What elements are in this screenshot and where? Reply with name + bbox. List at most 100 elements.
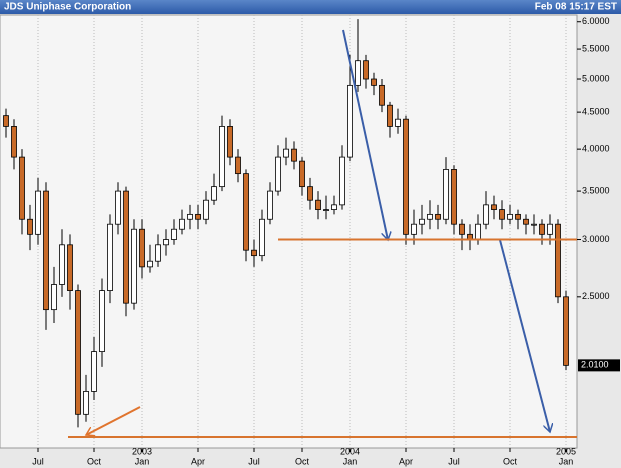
x-year-label: 2004 bbox=[340, 446, 360, 456]
candle-body bbox=[339, 156, 345, 206]
candle-body bbox=[171, 228, 177, 240]
candle-body bbox=[187, 213, 193, 220]
candle-body bbox=[147, 260, 153, 268]
x-tick-label: Jan bbox=[559, 456, 574, 466]
x-tick-label: Jul bbox=[32, 456, 44, 466]
x-tick-label: Oct bbox=[87, 456, 102, 466]
candle-body bbox=[123, 190, 129, 304]
candle-body bbox=[299, 160, 305, 188]
arrow bbox=[499, 239, 550, 432]
candle-body bbox=[51, 284, 57, 311]
x-tick-label: Jan bbox=[343, 456, 358, 466]
header-timestamp: Feb 08 15:17 EST bbox=[535, 2, 617, 13]
candle-body bbox=[275, 156, 281, 192]
arrow bbox=[342, 29, 388, 240]
candle-body bbox=[19, 156, 25, 220]
candle-body bbox=[491, 204, 497, 210]
candle-body bbox=[43, 190, 49, 311]
y-tick-label: 4.0000 bbox=[582, 144, 610, 154]
candle-body bbox=[107, 223, 113, 291]
y-tick-label: 5.0000 bbox=[582, 73, 610, 83]
candle-body bbox=[531, 223, 537, 226]
price-tag-label: 2.0100 bbox=[581, 360, 609, 370]
candle-body bbox=[251, 249, 257, 257]
candle-body bbox=[35, 190, 41, 235]
candle-body bbox=[27, 218, 33, 235]
candle-body bbox=[195, 213, 201, 220]
x-tick-label: Oct bbox=[503, 456, 518, 466]
header-bar bbox=[0, 0, 621, 14]
candle-body bbox=[539, 223, 545, 235]
candle-body bbox=[499, 209, 505, 220]
candle-body bbox=[555, 223, 561, 298]
candle-body bbox=[347, 84, 353, 158]
candle-body bbox=[547, 223, 553, 235]
price-tag bbox=[578, 359, 620, 372]
candle-body bbox=[3, 115, 9, 127]
candle-body bbox=[395, 118, 401, 127]
candle-body bbox=[443, 169, 449, 220]
arrow bbox=[86, 406, 141, 435]
candle-body bbox=[507, 213, 513, 220]
y-tick-label: 5.5000 bbox=[582, 43, 610, 53]
candle-body bbox=[267, 190, 273, 220]
candle-body bbox=[475, 223, 481, 240]
candle-body bbox=[523, 218, 529, 225]
candle-body bbox=[371, 78, 377, 86]
x-tick-label: Oct bbox=[295, 456, 310, 466]
candle-body bbox=[515, 213, 521, 220]
candle-body bbox=[211, 186, 217, 201]
plot-area bbox=[0, 14, 578, 449]
candle-body bbox=[419, 218, 425, 225]
candle-body bbox=[355, 60, 361, 86]
candle-body bbox=[387, 104, 393, 127]
candle-body bbox=[323, 209, 329, 211]
x-tick-label: Apr bbox=[399, 456, 413, 466]
candle-body bbox=[291, 148, 297, 162]
x-year-label: 2005 bbox=[556, 446, 576, 456]
candle-body bbox=[155, 244, 161, 262]
candle-body bbox=[219, 126, 225, 188]
candle-body bbox=[179, 218, 185, 230]
candle-body bbox=[363, 60, 369, 80]
candle-body bbox=[115, 190, 121, 225]
candle-body bbox=[59, 244, 65, 285]
candle-body bbox=[435, 213, 441, 220]
candle-body bbox=[259, 218, 265, 257]
candle-body bbox=[75, 290, 81, 415]
x-tick-label: Apr bbox=[191, 456, 205, 466]
candle-body bbox=[235, 156, 241, 175]
candle-body bbox=[67, 244, 73, 291]
candle-body bbox=[163, 239, 169, 246]
x-tick-label: Jan bbox=[135, 456, 150, 466]
candle-body bbox=[307, 186, 313, 201]
candle-body bbox=[459, 223, 465, 235]
header-title: JDS Uniphase Corporation bbox=[4, 2, 131, 13]
candle-body bbox=[227, 126, 233, 158]
candle-body bbox=[131, 228, 137, 304]
y-tick-label: 3.5000 bbox=[582, 185, 610, 195]
x-tick-label: Jul bbox=[448, 456, 460, 466]
candle-body bbox=[483, 204, 489, 225]
candle-body bbox=[331, 204, 337, 210]
candle-body bbox=[411, 223, 417, 235]
candle-body bbox=[203, 199, 209, 220]
candle-body bbox=[379, 84, 385, 106]
candle-body bbox=[315, 199, 321, 210]
y-tick-label: 4.5000 bbox=[582, 107, 610, 117]
candle-body bbox=[427, 213, 433, 220]
candle-body bbox=[83, 391, 89, 415]
candle-body bbox=[91, 351, 97, 392]
candle-body bbox=[403, 118, 409, 235]
candle-body bbox=[563, 296, 569, 366]
x-tick-label: Jul bbox=[248, 456, 260, 466]
y-tick-label: 3.0000 bbox=[582, 234, 610, 244]
candle-body bbox=[99, 290, 105, 353]
x-year-label: 2003 bbox=[132, 446, 152, 456]
candle-body bbox=[451, 169, 457, 225]
candle-body bbox=[243, 173, 249, 251]
candle-body bbox=[11, 126, 17, 158]
y-tick-label: 6.0000 bbox=[582, 16, 610, 26]
candle-body bbox=[139, 228, 145, 268]
